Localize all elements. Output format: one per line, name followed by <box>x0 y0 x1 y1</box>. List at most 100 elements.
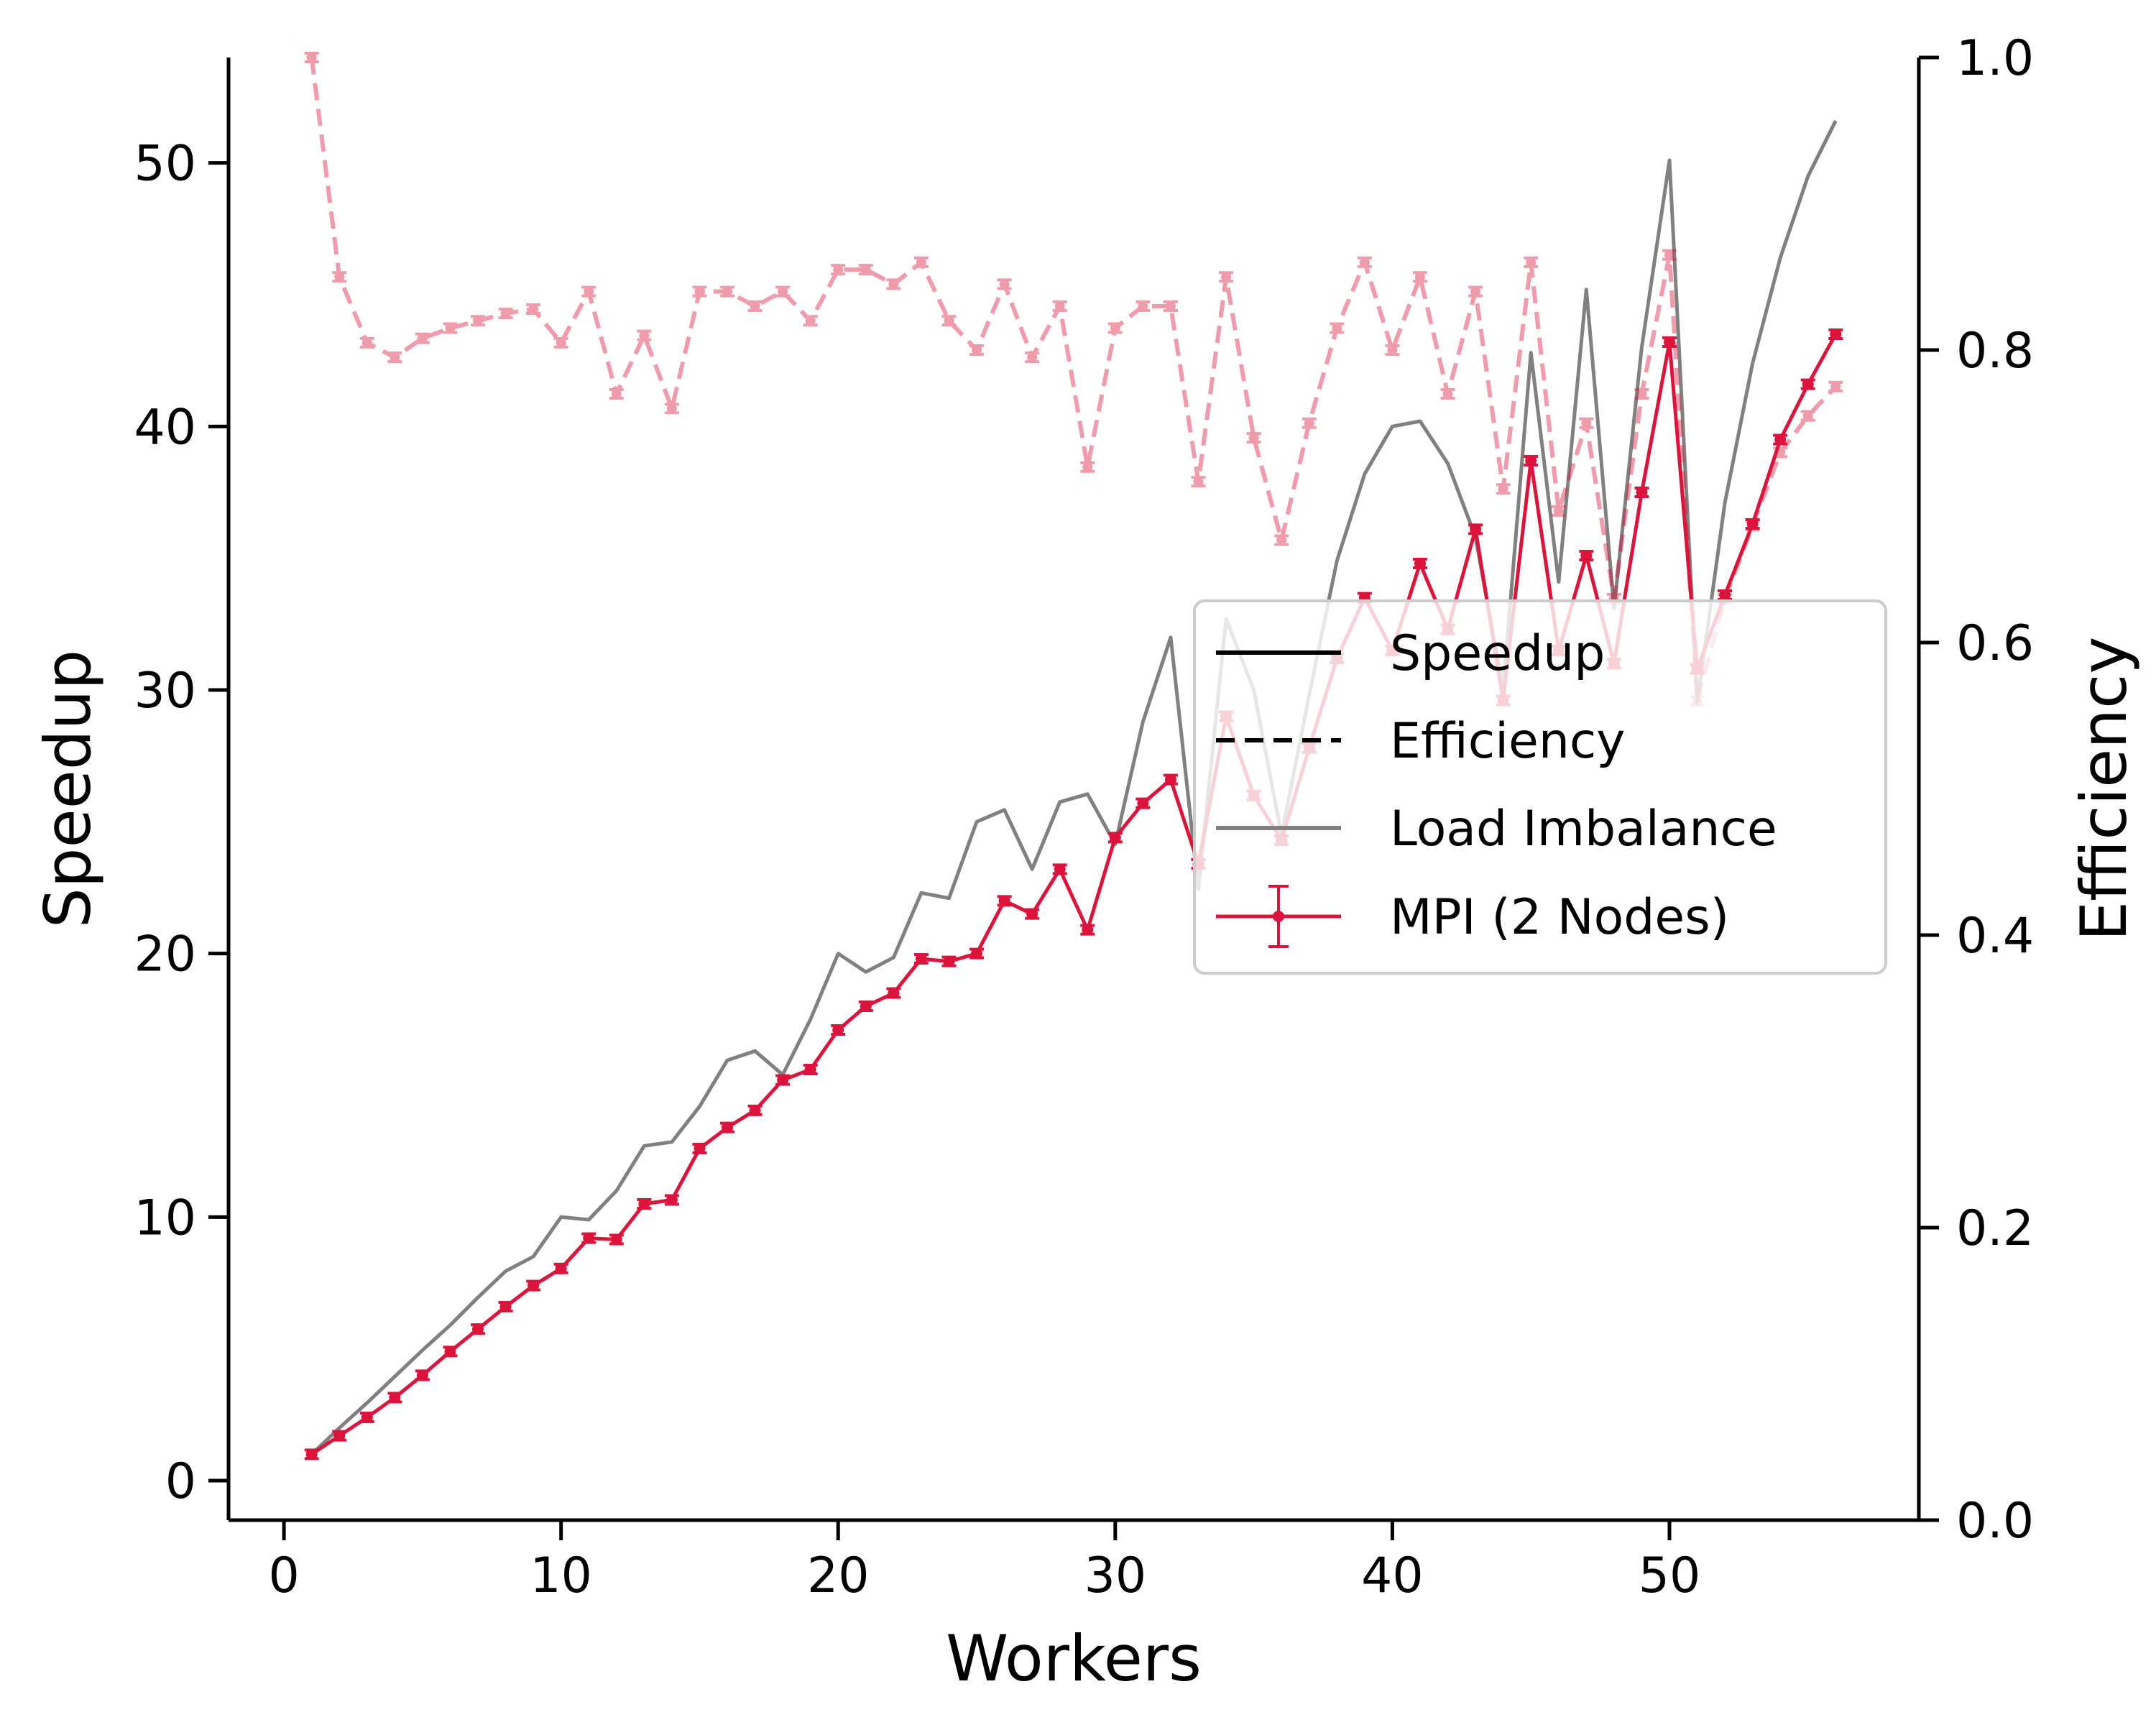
speedup-point <box>888 987 900 999</box>
speedup-point <box>1414 558 1426 569</box>
efficiency-point <box>584 286 594 297</box>
axes: 0 10 20 30 40 50 0 10 20 30 40 50 0.0 0.2 0.4 0.6 0.8 1.0… <box>31 30 2141 1696</box>
efficiency-point <box>666 403 677 414</box>
speedup-point <box>638 1198 650 1210</box>
efficiency-point <box>1470 286 1481 297</box>
efficiency-point <box>694 286 705 297</box>
legend-label: Efficiency <box>1390 713 1626 770</box>
speedup-point <box>305 1448 318 1460</box>
y-right-tick-label: 1.0 <box>1956 30 2034 87</box>
efficiency-point <box>1054 300 1065 311</box>
x-axis-label: Workers <box>946 1622 1202 1696</box>
efficiency-point <box>1248 433 1259 443</box>
speedup-point <box>1746 518 1759 530</box>
speedup-point <box>1109 832 1121 844</box>
efficiency-point <box>445 323 456 334</box>
speedup-point <box>860 1000 872 1012</box>
speedup-point <box>694 1143 706 1154</box>
efficiency-point <box>361 337 372 348</box>
efficiency-point <box>390 352 400 363</box>
speedup-point <box>499 1301 512 1312</box>
x-tick-label: 20 <box>807 1547 870 1604</box>
efficiency-point <box>1498 484 1508 494</box>
x-tick-label: 50 <box>1639 1547 1701 1604</box>
speedup-point <box>1830 328 1842 340</box>
speedup-point <box>472 1323 484 1335</box>
speedup-point <box>1774 433 1787 446</box>
efficiency-point <box>1138 300 1148 311</box>
efficiency-point <box>1802 410 1813 421</box>
x-tick-label: 40 <box>1361 1547 1424 1604</box>
efficiency-point <box>972 345 982 355</box>
efficiency-point <box>306 52 317 63</box>
speedup-point <box>444 1346 456 1358</box>
speedup-point <box>971 947 983 960</box>
speedup-point <box>1663 336 1675 348</box>
speedup-point <box>1636 487 1648 498</box>
efficiency-point <box>916 257 926 267</box>
speedup-point <box>832 1024 844 1036</box>
efficiency-point <box>833 264 844 275</box>
legend-marker <box>1273 911 1284 922</box>
efficiency-point <box>1526 257 1537 267</box>
speedup-point <box>1054 863 1066 875</box>
efficiency-point <box>860 264 871 275</box>
efficiency-point <box>888 279 899 290</box>
x-tick-label: 30 <box>1084 1547 1147 1604</box>
y-right-tick-label: 0.4 <box>1956 908 2034 965</box>
efficiency-point <box>1304 418 1314 428</box>
speedup-point <box>1525 455 1537 466</box>
speedup-point <box>528 1279 540 1292</box>
efficiency-point <box>611 389 622 400</box>
legend-box <box>1193 599 1887 975</box>
speedup-point <box>361 1412 373 1423</box>
efficiency-point <box>1442 389 1453 400</box>
y-left-tick-label: 30 <box>134 663 196 719</box>
speedup-point <box>749 1104 761 1116</box>
x-tick-label: 0 <box>268 1547 299 1604</box>
efficiency-point <box>1664 249 1674 260</box>
speedup-point <box>1164 773 1176 786</box>
efficiency-point <box>1636 389 1647 400</box>
speedup-point <box>1082 924 1094 936</box>
efficiency-point <box>944 316 954 326</box>
efficiency-point <box>417 333 428 344</box>
speedup-point <box>722 1121 734 1133</box>
efficiency-point <box>750 300 760 311</box>
speedup-point <box>998 895 1010 907</box>
efficiency-point <box>1027 352 1038 363</box>
efficiency-point <box>1221 272 1232 282</box>
x-tick-label: 10 <box>530 1547 592 1604</box>
y-left-tick-label: 20 <box>134 926 196 983</box>
load-imbalance-line <box>310 119 1838 1456</box>
speedup-point <box>943 955 955 967</box>
efficiency-line <box>309 57 1838 704</box>
speedup-point <box>665 1194 678 1206</box>
speedup-point <box>1470 523 1482 535</box>
efficiency-point <box>1414 272 1425 282</box>
y-left-tick-label: 50 <box>134 136 196 193</box>
speedup-point <box>1719 589 1731 601</box>
speedup-point <box>777 1074 789 1086</box>
legend-label: Load Imbalance <box>1390 801 1777 857</box>
legend: Speedup Efficiency Load Imbalance MPI (2 No… <box>1193 599 1887 975</box>
speedup-point <box>804 1064 816 1075</box>
y-left-tick-label: 10 <box>134 1190 196 1246</box>
y-left-tick-label: 0 <box>165 1453 196 1510</box>
y-right-axis-label: Efficiency <box>2067 637 2141 942</box>
speedup-point <box>416 1369 428 1381</box>
y-right-tick-label: 0.8 <box>1956 323 2034 380</box>
speedup-point <box>1137 797 1149 809</box>
efficiency-point <box>334 272 345 282</box>
efficiency-point <box>805 316 816 326</box>
efficiency-point <box>639 330 650 341</box>
efficiency-point <box>722 286 733 297</box>
speedup-point <box>1026 908 1038 920</box>
efficiency-point <box>1276 535 1287 546</box>
y-right-tick-label: 0.2 <box>1956 1200 2034 1257</box>
speedup-point <box>610 1233 622 1246</box>
speedup-point <box>555 1262 567 1274</box>
efficiency-point <box>778 286 788 297</box>
efficiency-point <box>1553 505 1564 516</box>
